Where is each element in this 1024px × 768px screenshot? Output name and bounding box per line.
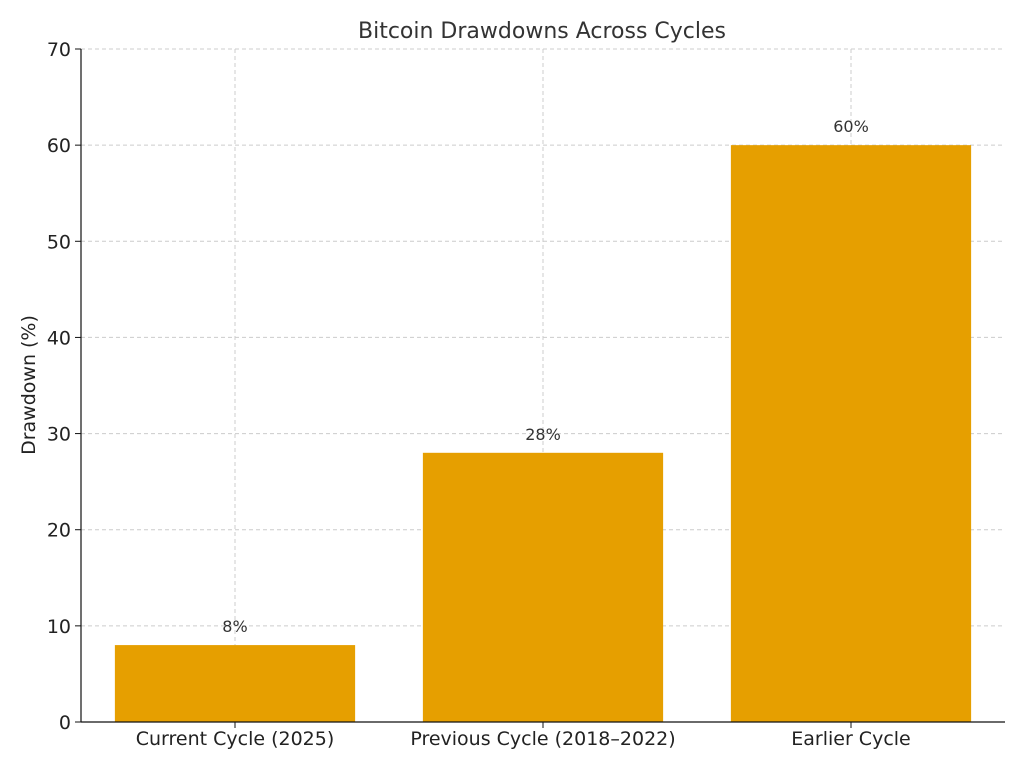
bar xyxy=(114,645,356,722)
y-tick-label: 70 xyxy=(47,39,71,61)
y-tick-label: 20 xyxy=(47,520,71,542)
y-tick-label: 10 xyxy=(47,616,71,638)
x-tick-label: Previous Cycle (2018–2022) xyxy=(410,728,675,750)
y-tick-label: 40 xyxy=(47,327,71,349)
y-tick-label: 60 xyxy=(47,135,71,157)
bar-value-label: 8% xyxy=(222,617,247,636)
bar-value-label: 28% xyxy=(525,425,561,444)
axes-layer xyxy=(75,48,1005,728)
y-axis-label: Drawdown (%) xyxy=(18,315,40,455)
y-tick-label: 0 xyxy=(59,712,71,734)
y-tick-label: 50 xyxy=(47,231,71,253)
bars-layer xyxy=(114,145,972,723)
bar xyxy=(422,452,664,722)
x-tick-label: Current Cycle (2025) xyxy=(136,728,335,750)
chart-title: Bitcoin Drawdowns Across Cycles xyxy=(358,19,726,44)
bar-value-label: 60% xyxy=(833,117,869,136)
y-tick-label: 30 xyxy=(47,424,71,446)
x-tick-label: Earlier Cycle xyxy=(791,728,910,750)
labels-layer: 8% 28% 60% 0 10 20 30 40 50 60 70 Current Cycle (20… xyxy=(47,39,911,750)
bar xyxy=(730,145,972,723)
